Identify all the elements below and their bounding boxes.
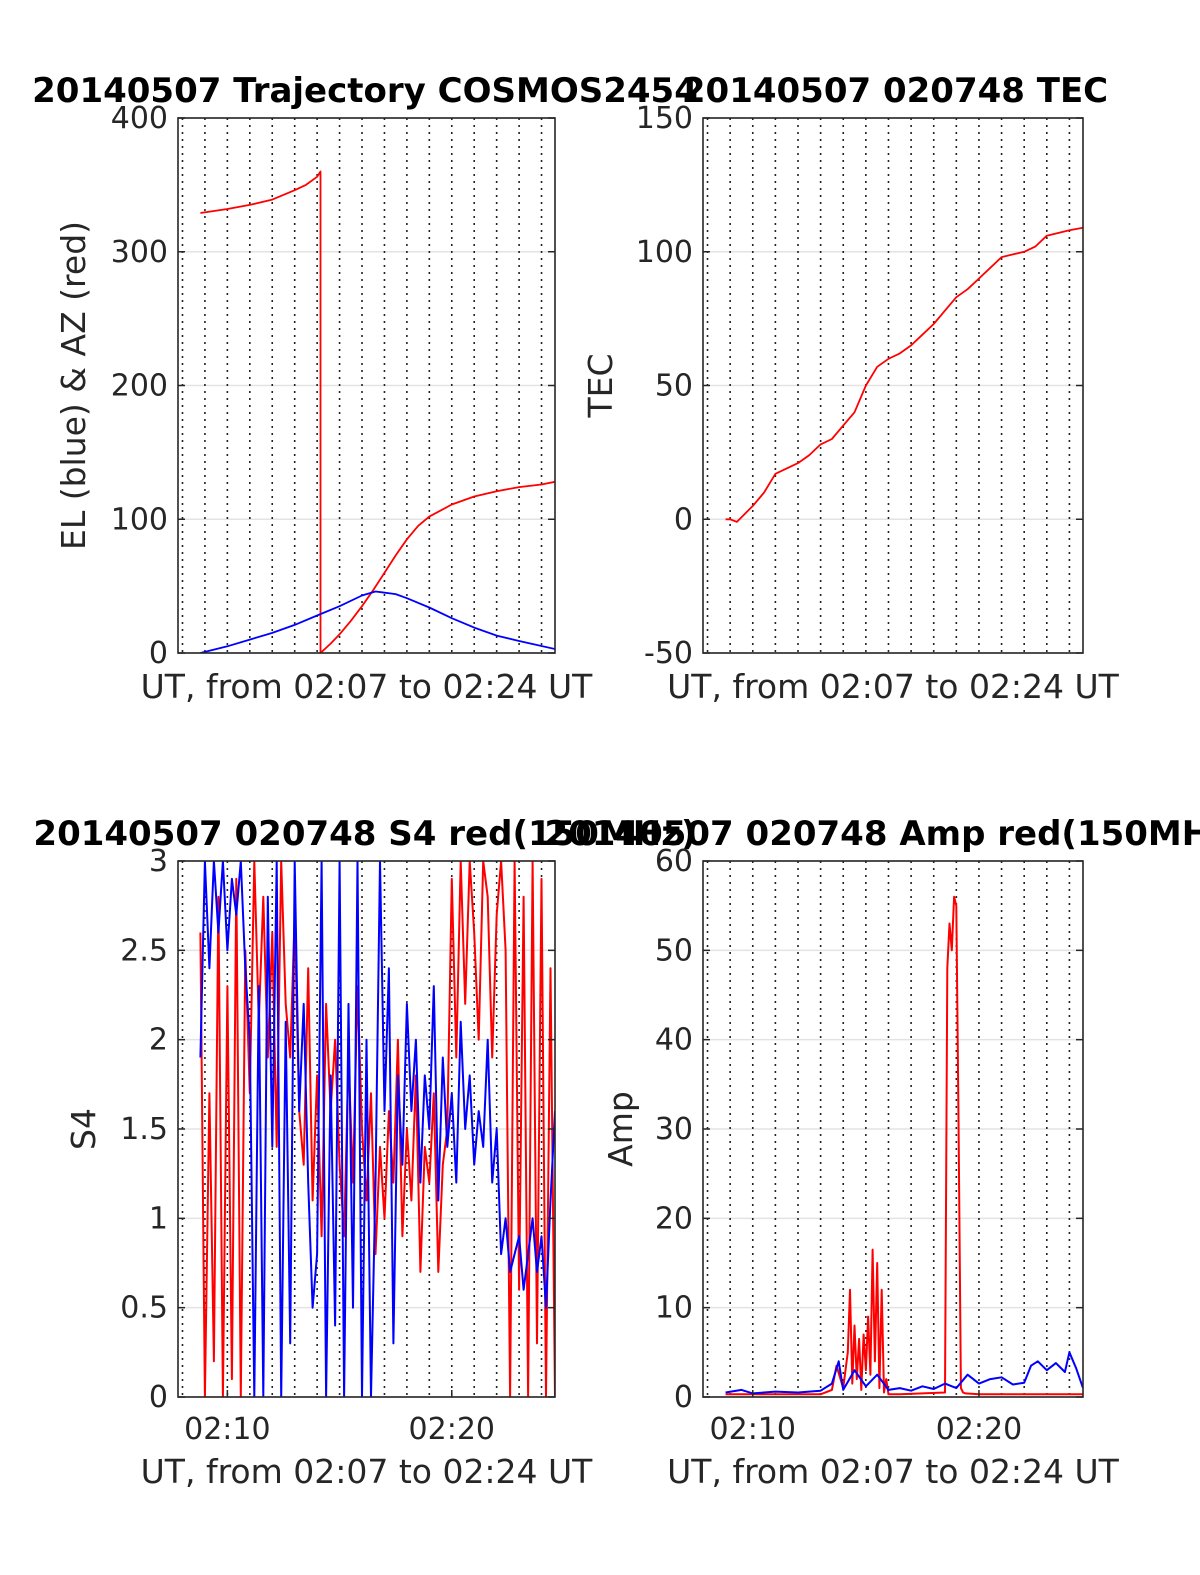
ytick-label: 40 (655, 1023, 693, 1058)
y-axis-label: TEC (581, 353, 620, 418)
ytick-label: 0 (149, 636, 168, 671)
x-axis-label: UT, from 02:07 to 02:24 UT (141, 1452, 594, 1491)
ytick-label: 150 (636, 101, 693, 136)
y-axis-label: EL (blue) & AZ (red) (54, 221, 93, 550)
ytick-label: 200 (111, 369, 168, 404)
series-line (725, 895, 1083, 1396)
series-line (200, 170, 555, 653)
x-axis-label: UT, from 02:07 to 02:24 UT (667, 1452, 1120, 1491)
chart-title: 20140507 020748 TEC (682, 71, 1108, 111)
ytick-label: -50 (644, 636, 693, 671)
ytick-label: 300 (111, 235, 168, 270)
xtick-label: 02:10 (710, 1412, 796, 1447)
chart-title: 20140507 Trajectory COSMOS2454 (32, 71, 698, 111)
x-axis-label: UT, from 02:07 to 02:24 UT (667, 667, 1120, 706)
chart-title: 20140507 020748 S4 red(150MHz) (33, 814, 696, 854)
ytick-label: 3 (149, 844, 168, 879)
ytick-label: 1 (149, 1201, 168, 1236)
x-axis-label: UT, from 02:07 to 02:24 UT (141, 667, 594, 706)
panel-amp: 0 10 20 30 40 50 60 02:10 02:20 UT, from 02:07 to… (544, 814, 1200, 1491)
ytick-label: 50 (655, 933, 693, 968)
series-line (725, 1351, 1083, 1395)
series-line (199, 861, 555, 1397)
y-axis-label: S4 (64, 1108, 103, 1150)
ytick-label: 0 (149, 1380, 168, 1415)
ytick-label: 400 (111, 101, 168, 136)
ytick-label: 30 (655, 1112, 693, 1147)
ytick-label: 2 (149, 1023, 168, 1058)
ytick-label: 0 (674, 502, 693, 537)
ytick-label: 100 (111, 502, 168, 537)
ytick-label: 20 (655, 1201, 693, 1236)
ytick-label: 0 (674, 1380, 693, 1415)
ytick-label: 100 (636, 235, 693, 270)
ytick-label: 10 (655, 1291, 693, 1326)
ytick-label: 50 (655, 369, 693, 404)
xtick-label: 02:20 (936, 1412, 1022, 1447)
series-line (200, 590, 555, 653)
xtick-label: 02:10 (184, 1412, 270, 1447)
panel-tec: -50 0 50 100 150 UT, from 02:07 to 02:24 UT TE… (581, 71, 1120, 706)
ytick-label: 2.5 (120, 933, 168, 968)
chart-title: 20140507 020748 Amp red(150MHz) (544, 814, 1200, 854)
y-axis-label: Amp (601, 1091, 640, 1167)
ytick-label: 60 (655, 844, 693, 879)
ytick-label: 1.5 (120, 1112, 168, 1147)
panel-trajectory: 0 100 200 300 400 UT, from 02:07 to 02:24 UT E… (32, 71, 698, 706)
panel-s4: 0 0.5 1 1.5 2 2.5 3 02:10 02:20 UT, from 02:07 to… (33, 814, 696, 1491)
xtick-label: 02:20 (409, 1412, 495, 1447)
ytick-label: 0.5 (120, 1291, 168, 1326)
series-line (725, 226, 1083, 523)
